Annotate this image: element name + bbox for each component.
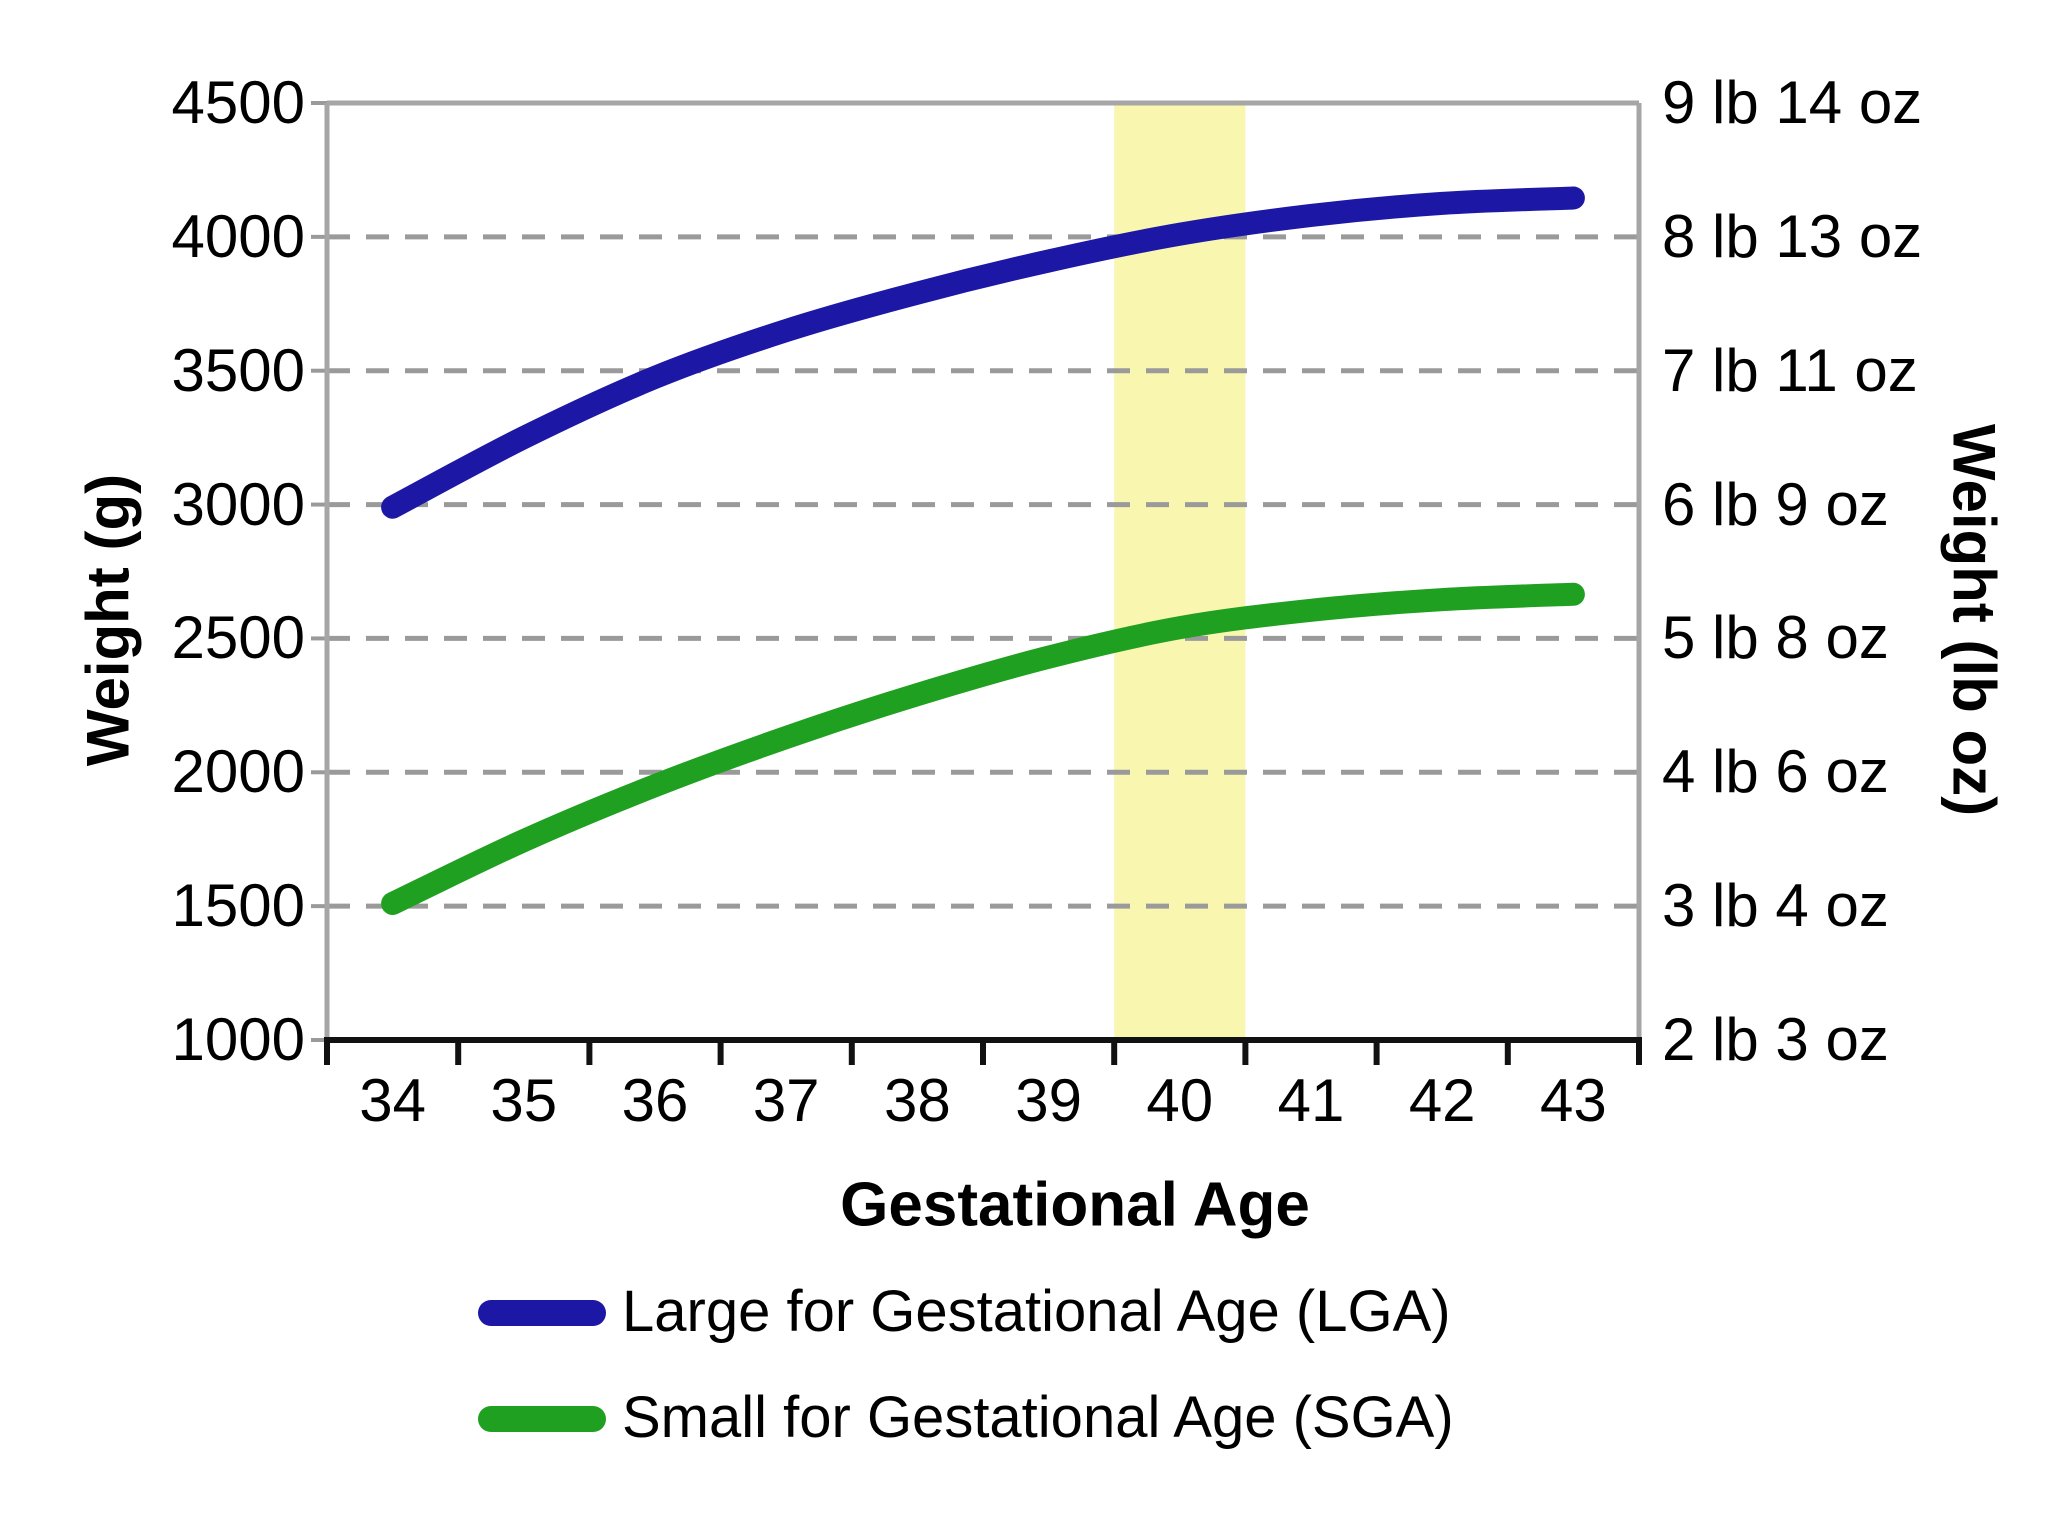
y-axis-label-lboz-3000: 6 lb 9 oz bbox=[1662, 470, 1889, 538]
sga-line-swatch bbox=[478, 1406, 606, 1432]
x-axis-label-week-35: 35 bbox=[490, 1067, 558, 1134]
y-axis-label-lboz-2500: 5 lb 8 oz bbox=[1662, 604, 1889, 672]
y-axis-label-lboz-3500: 7 lb 11 oz bbox=[1662, 336, 1918, 404]
y-axis-label-grams-1000: 1000 bbox=[171, 1006, 305, 1073]
y-axis-label-lboz-1500: 3 lb 4 oz bbox=[1662, 872, 1889, 940]
y-axis-label-grams-4500: 4500 bbox=[171, 69, 305, 136]
x-axis-label-week-39: 39 bbox=[1015, 1067, 1082, 1134]
y-axis-label-grams-3500: 3500 bbox=[171, 336, 305, 404]
y-axis-label-grams-4000: 4000 bbox=[171, 202, 305, 270]
x-axis-label-week-38: 38 bbox=[884, 1067, 951, 1134]
legend-label-sga: Small for Gestational Age (SGA) bbox=[622, 1385, 1454, 1450]
y-axis-label-lboz-1000: 2 lb 3 oz bbox=[1662, 1006, 1889, 1073]
y-axis-label-lboz-4500: 9 lb 14 oz bbox=[1662, 69, 1923, 136]
x-axis-label-week-42: 42 bbox=[1408, 1067, 1476, 1134]
x-axis-label-week-43: 43 bbox=[1540, 1067, 1607, 1134]
y-axis-label-grams-2000: 2000 bbox=[171, 738, 305, 806]
highlight-band-week-40 bbox=[1114, 103, 1246, 1040]
lga-line-swatch bbox=[478, 1300, 606, 1326]
x-axis-label-week-40: 40 bbox=[1146, 1067, 1214, 1134]
legend-label-lga: Large for Gestational Age (LGA) bbox=[622, 1279, 1451, 1344]
x-axis-title: Gestational Age bbox=[840, 1170, 1310, 1240]
y-axis-label-lboz-4000: 8 lb 13 oz bbox=[1662, 202, 1923, 270]
lga-curve bbox=[381, 186, 1585, 519]
y-axis-label-lboz-2000: 4 lb 6 oz bbox=[1662, 738, 1889, 806]
y-axis-label-grams-2500: 2500 bbox=[171, 604, 305, 672]
x-axis-label-week-41: 41 bbox=[1277, 1067, 1345, 1134]
sga-curve bbox=[381, 582, 1585, 915]
x-axis-label-week-37: 37 bbox=[752, 1067, 820, 1134]
x-axis-label-week-36: 36 bbox=[621, 1067, 689, 1134]
x-axis-label-week-34: 34 bbox=[359, 1067, 426, 1134]
y-axis-label-grams-3000: 3000 bbox=[171, 470, 305, 538]
y-axis-label-grams-1500: 1500 bbox=[171, 872, 305, 940]
